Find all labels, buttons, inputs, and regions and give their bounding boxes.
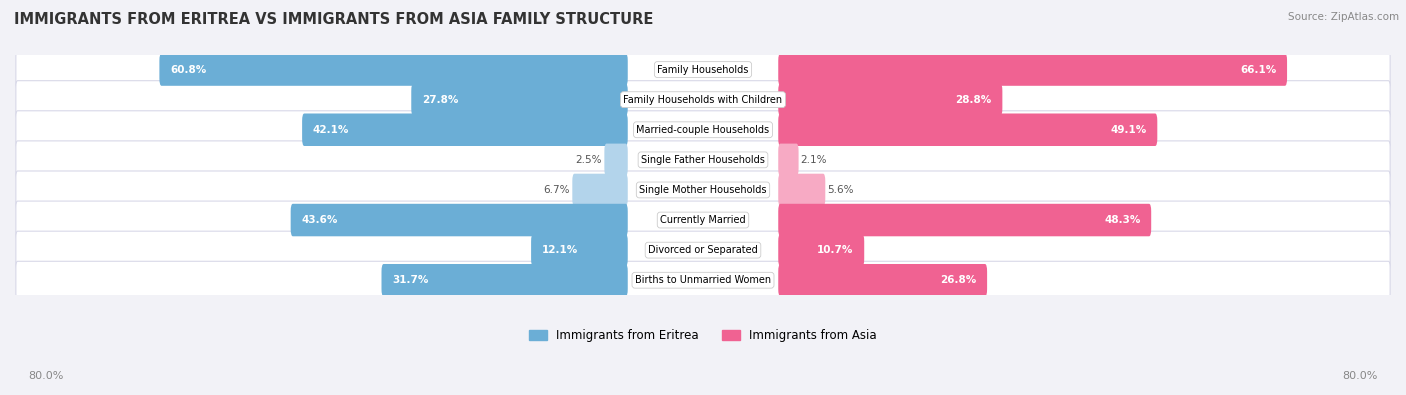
FancyBboxPatch shape xyxy=(572,174,627,206)
FancyBboxPatch shape xyxy=(779,113,1157,146)
Text: 5.6%: 5.6% xyxy=(828,185,853,195)
FancyBboxPatch shape xyxy=(159,53,627,86)
Text: Married-couple Households: Married-couple Households xyxy=(637,125,769,135)
Text: 10.7%: 10.7% xyxy=(817,245,853,255)
FancyBboxPatch shape xyxy=(779,204,1152,236)
FancyBboxPatch shape xyxy=(779,264,987,297)
FancyBboxPatch shape xyxy=(779,144,799,176)
FancyBboxPatch shape xyxy=(412,83,627,116)
FancyBboxPatch shape xyxy=(15,141,1391,179)
Text: Source: ZipAtlas.com: Source: ZipAtlas.com xyxy=(1288,12,1399,22)
FancyBboxPatch shape xyxy=(779,234,865,266)
Text: Family Households with Children: Family Households with Children xyxy=(623,95,783,105)
FancyBboxPatch shape xyxy=(605,144,627,176)
Text: Births to Unmarried Women: Births to Unmarried Women xyxy=(636,275,770,285)
Text: 80.0%: 80.0% xyxy=(28,371,63,381)
Text: Family Households: Family Households xyxy=(658,64,748,75)
Text: Currently Married: Currently Married xyxy=(661,215,745,225)
Text: 80.0%: 80.0% xyxy=(1343,371,1378,381)
FancyBboxPatch shape xyxy=(15,171,1391,209)
Text: 28.8%: 28.8% xyxy=(955,95,991,105)
Text: 2.1%: 2.1% xyxy=(801,155,827,165)
FancyBboxPatch shape xyxy=(15,231,1391,269)
FancyBboxPatch shape xyxy=(779,83,1002,116)
FancyBboxPatch shape xyxy=(15,111,1391,149)
FancyBboxPatch shape xyxy=(15,261,1391,299)
Text: 27.8%: 27.8% xyxy=(422,95,458,105)
Text: 43.6%: 43.6% xyxy=(301,215,337,225)
Text: 2.5%: 2.5% xyxy=(575,155,602,165)
FancyBboxPatch shape xyxy=(531,234,627,266)
Text: 12.1%: 12.1% xyxy=(541,245,578,255)
Text: 42.1%: 42.1% xyxy=(314,125,349,135)
Text: 26.8%: 26.8% xyxy=(941,275,976,285)
Text: Single Father Households: Single Father Households xyxy=(641,155,765,165)
Text: 31.7%: 31.7% xyxy=(392,275,429,285)
FancyBboxPatch shape xyxy=(779,174,825,206)
Text: 66.1%: 66.1% xyxy=(1240,64,1277,75)
Text: IMMIGRANTS FROM ERITREA VS IMMIGRANTS FROM ASIA FAMILY STRUCTURE: IMMIGRANTS FROM ERITREA VS IMMIGRANTS FR… xyxy=(14,12,654,27)
FancyBboxPatch shape xyxy=(381,264,627,297)
Text: 60.8%: 60.8% xyxy=(170,64,207,75)
FancyBboxPatch shape xyxy=(15,81,1391,118)
Text: 48.3%: 48.3% xyxy=(1104,215,1140,225)
Text: 6.7%: 6.7% xyxy=(544,185,571,195)
FancyBboxPatch shape xyxy=(291,204,627,236)
FancyBboxPatch shape xyxy=(15,201,1391,239)
Text: Divorced or Separated: Divorced or Separated xyxy=(648,245,758,255)
FancyBboxPatch shape xyxy=(15,51,1391,88)
FancyBboxPatch shape xyxy=(302,113,627,146)
Text: 49.1%: 49.1% xyxy=(1111,125,1146,135)
FancyBboxPatch shape xyxy=(779,53,1286,86)
Text: Single Mother Households: Single Mother Households xyxy=(640,185,766,195)
Legend: Immigrants from Eritrea, Immigrants from Asia: Immigrants from Eritrea, Immigrants from… xyxy=(529,329,877,342)
